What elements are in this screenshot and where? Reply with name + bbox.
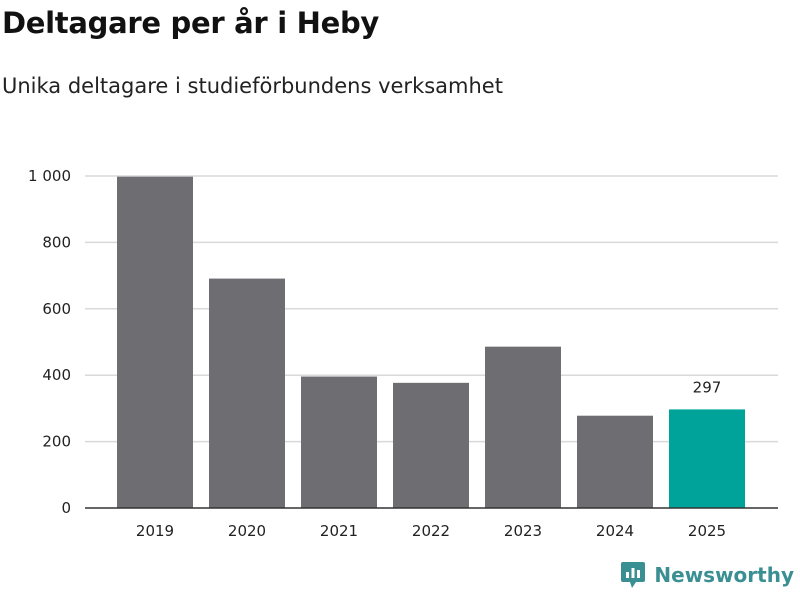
chart-title: Deltagare per år i Heby: [2, 6, 380, 40]
chart-subtitle: Unika deltagare i studieförbundens verks…: [2, 74, 503, 98]
bar-2021: [301, 376, 377, 508]
bars: [117, 176, 745, 508]
y-tick-label: 200: [42, 433, 71, 451]
bar-2024: [577, 415, 653, 508]
x-tick-label: 2019: [136, 522, 174, 540]
bar-2022: [393, 382, 469, 508]
y-axis-ticks: 0 200 400 600 800 1 000: [28, 167, 71, 517]
x-axis-ticks: 2019 2020 2021 2022 2023 2024 2025: [136, 522, 726, 540]
bar-2019: [117, 176, 193, 508]
bar-2023: [485, 346, 561, 508]
brand-logo: Newsworthy: [620, 560, 794, 590]
x-tick-label: 2024: [596, 522, 634, 540]
bar-2025: [669, 409, 745, 508]
x-tick-label: 2020: [228, 522, 266, 540]
newsworthy-logo-icon: [621, 562, 646, 588]
y-tick-label: 800: [42, 233, 71, 251]
y-tick-label: 1 000: [28, 167, 71, 185]
x-tick-label: 2022: [412, 522, 450, 540]
x-tick-label: 2025: [688, 522, 726, 540]
data-labels: 297: [693, 378, 722, 396]
x-tick-label: 2021: [320, 522, 358, 540]
y-tick-label: 0: [61, 499, 71, 517]
brand-name: Newsworthy: [654, 563, 794, 587]
y-tick-label: 600: [42, 300, 71, 318]
data-label: 297: [693, 378, 722, 396]
bar-2020: [209, 278, 285, 508]
y-tick-label: 400: [42, 366, 71, 384]
x-tick-label: 2023: [504, 522, 542, 540]
